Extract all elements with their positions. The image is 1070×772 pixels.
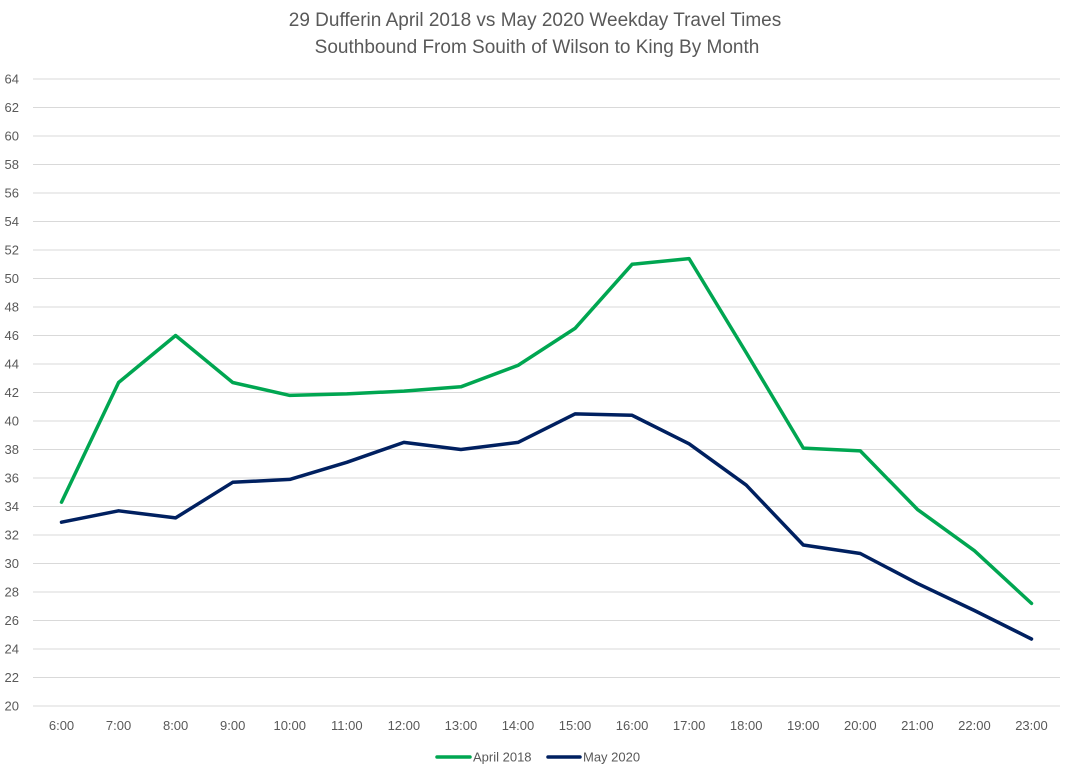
chart-title: 29 Dufferin April 2018 vs May 2020 Weekd… <box>289 10 782 31</box>
x-tick-label: 17:00 <box>673 718 706 733</box>
y-tick-label: 48 <box>5 300 19 315</box>
y-tick-label: 64 <box>5 72 19 87</box>
legend-label: April 2018 <box>473 750 532 765</box>
y-tick-label: 58 <box>5 157 19 172</box>
y-tick-label: 30 <box>5 556 19 571</box>
x-tick-label: 23:00 <box>1015 718 1048 733</box>
y-tick-label: 62 <box>5 100 19 115</box>
y-tick-label: 26 <box>5 613 19 628</box>
x-tick-label: 12:00 <box>388 718 421 733</box>
y-tick-label: 22 <box>5 670 19 685</box>
x-tick-label: 9:00 <box>220 718 245 733</box>
y-axis-ticks: 20 22 24 26 28 30 32 34 36 38 40 42 44 46 48 50 52 54 56 58… <box>5 72 19 714</box>
y-tick-label: 56 <box>5 186 19 201</box>
y-tick-label: 60 <box>5 129 19 144</box>
x-tick-label: 14:00 <box>502 718 535 733</box>
y-tick-label: 32 <box>5 528 19 543</box>
y-tick-label: 46 <box>5 328 19 343</box>
x-tick-label: 16:00 <box>616 718 649 733</box>
series-lines <box>59 256 1034 641</box>
y-tick-label: 54 <box>5 214 19 229</box>
chart-subtitle: Southbound From Souith of Wilson to King… <box>315 37 760 58</box>
y-tick-label: 42 <box>5 385 19 400</box>
y-tick-label: 40 <box>5 414 19 429</box>
y-tick-label: 44 <box>5 357 19 372</box>
x-tick-label: 13:00 <box>445 718 478 733</box>
series-line-april-2018 <box>59 256 1034 606</box>
legend-label: May 2020 <box>583 750 640 765</box>
gridlines <box>33 78 1060 707</box>
x-tick-label: 11:00 <box>331 718 363 733</box>
x-axis-ticks: 6:00 7:00 8:00 9:00 10:00 11:00 12:00 13:00 14:0… <box>49 718 1048 733</box>
x-tick-label: 22:00 <box>958 718 991 733</box>
series-line-may-2020 <box>59 412 1034 641</box>
y-tick-label: 28 <box>5 585 19 600</box>
x-tick-label: 6:00 <box>49 718 74 733</box>
x-tick-label: 7:00 <box>106 718 131 733</box>
y-tick-label: 38 <box>5 442 19 457</box>
x-tick-label: 15:00 <box>559 718 592 733</box>
y-tick-label: 36 <box>5 471 19 486</box>
y-tick-label: 34 <box>5 499 19 514</box>
y-tick-label: 50 <box>5 271 19 286</box>
y-tick-label: 52 <box>5 243 19 258</box>
y-tick-label: 20 <box>5 699 19 714</box>
x-tick-label: 20:00 <box>844 718 877 733</box>
legend: April 2018 May 2020 <box>435 750 640 765</box>
x-tick-label: 21:00 <box>901 718 934 733</box>
x-tick-label: 19:00 <box>787 718 820 733</box>
y-tick-label: 24 <box>5 642 19 657</box>
x-tick-label: 8:00 <box>163 718 188 733</box>
x-tick-label: 18:00 <box>730 718 763 733</box>
x-tick-label: 10:00 <box>273 718 306 733</box>
